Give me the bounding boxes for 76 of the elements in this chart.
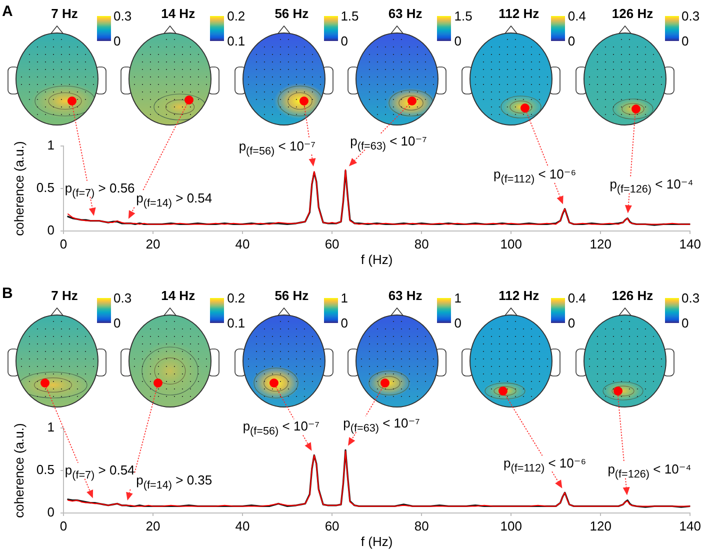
text: 14 Hz: [161, 288, 196, 303]
y-tick-label: 1: [47, 420, 54, 435]
text: 0.2: [227, 290, 246, 306]
x-tick-label: 40: [235, 518, 250, 534]
annotation: p$_{(f=63)}$ < 10⁻⁷: [343, 416, 420, 436]
x-tick-label: 80: [414, 236, 429, 252]
x-tick-label: 100: [500, 236, 522, 252]
text: A: [2, 3, 13, 20]
y-tick-label: 0: [47, 504, 54, 520]
text: 0.3: [682, 8, 700, 24]
text: 0: [568, 316, 576, 330]
text: 0.3: [114, 290, 132, 306]
x-tick-label: 120: [590, 236, 612, 252]
text: 63 Hz: [388, 6, 422, 21]
text: 14 Hz: [161, 6, 196, 21]
annotation: p$_{(f=112)}$ < 10⁻⁶: [504, 455, 586, 476]
text: 0.3: [682, 290, 700, 306]
text: 126 Hz: [612, 288, 654, 303]
text: 0.3: [114, 8, 132, 24]
text: 56 Hz: [274, 6, 309, 21]
annotation: p$_{(f=14)}$ > 0.54: [136, 191, 212, 212]
annotation: p$_{(f=56)}$ < 10⁻⁷: [242, 418, 320, 440]
x-tick-label: 0: [60, 236, 68, 252]
x-tick-label: 120: [590, 518, 612, 534]
annotation: p$_{(f=112)}$ < 10⁻⁶: [494, 166, 576, 188]
text: 7 Hz: [51, 288, 78, 303]
text: 0: [454, 34, 462, 48]
x-tick-label: 140: [679, 236, 702, 252]
y-tick-label: 0.5: [36, 462, 54, 478]
x-tick-label: 0: [60, 518, 68, 534]
y-tick-label: 0: [47, 222, 54, 238]
x-tick-label: 80: [414, 518, 429, 534]
y-tick-label: 0.5: [36, 180, 54, 196]
annotation: p$_{(f=14)}$ > 0.35: [136, 473, 212, 494]
x-tick-label: 60: [324, 518, 340, 534]
text: 0.2: [227, 8, 246, 24]
text: 0.4: [568, 290, 586, 306]
x-tick-label: 140: [679, 518, 702, 534]
annotation: p$_{(f=7)}$ > 0.56: [64, 180, 135, 202]
text: 1.5: [340, 8, 359, 24]
text: 0: [682, 316, 689, 330]
annotation: p$_{(f=56)}$ < 10⁻⁷: [238, 138, 316, 159]
annotation: p$_{(f=7)}$ > 0.54: [64, 462, 135, 484]
x-axis-title: f (Hz): [360, 252, 393, 267]
x-tick-label: 20: [146, 518, 160, 534]
text: 1: [340, 290, 348, 306]
text: 63 Hz: [388, 288, 422, 303]
y-axis-title: coherence (a.u.): [11, 141, 26, 236]
text: 7 Hz: [51, 6, 78, 21]
x-tick-label: 40: [235, 236, 250, 252]
y-axis-title: coherence (a.u.): [11, 423, 26, 518]
text: 0: [114, 34, 121, 48]
text: B: [2, 285, 13, 302]
text: 112 Hz: [498, 6, 540, 21]
annotation: p$_{(f=126)}$ < 10⁻⁴: [608, 462, 692, 483]
text: 0.4: [568, 8, 586, 24]
x-tick-label: 100: [500, 518, 522, 534]
y-tick-label: 1: [47, 138, 54, 153]
text: 0: [340, 316, 348, 330]
x-tick-label: 20: [146, 236, 160, 252]
x-tick-label: 60: [324, 236, 340, 252]
text: 0: [454, 316, 462, 330]
text: 0: [114, 316, 121, 330]
text: 112 Hz: [498, 288, 540, 303]
annotation: p$_{(f=63)}$ < 10⁻⁷: [350, 134, 427, 154]
text: 0: [568, 34, 576, 48]
text: 1.5: [454, 8, 472, 24]
text: 126 Hz: [612, 6, 654, 21]
text: 56 Hz: [274, 288, 309, 303]
annotation: p$_{(f=126)}$ < 10⁻⁴: [610, 176, 694, 198]
text: 1: [454, 290, 462, 306]
text: 0: [682, 34, 689, 48]
text: 0.1: [227, 34, 246, 48]
x-axis-title: f (Hz): [360, 534, 393, 549]
text: 0.1: [227, 316, 246, 330]
text: 0: [340, 34, 348, 48]
